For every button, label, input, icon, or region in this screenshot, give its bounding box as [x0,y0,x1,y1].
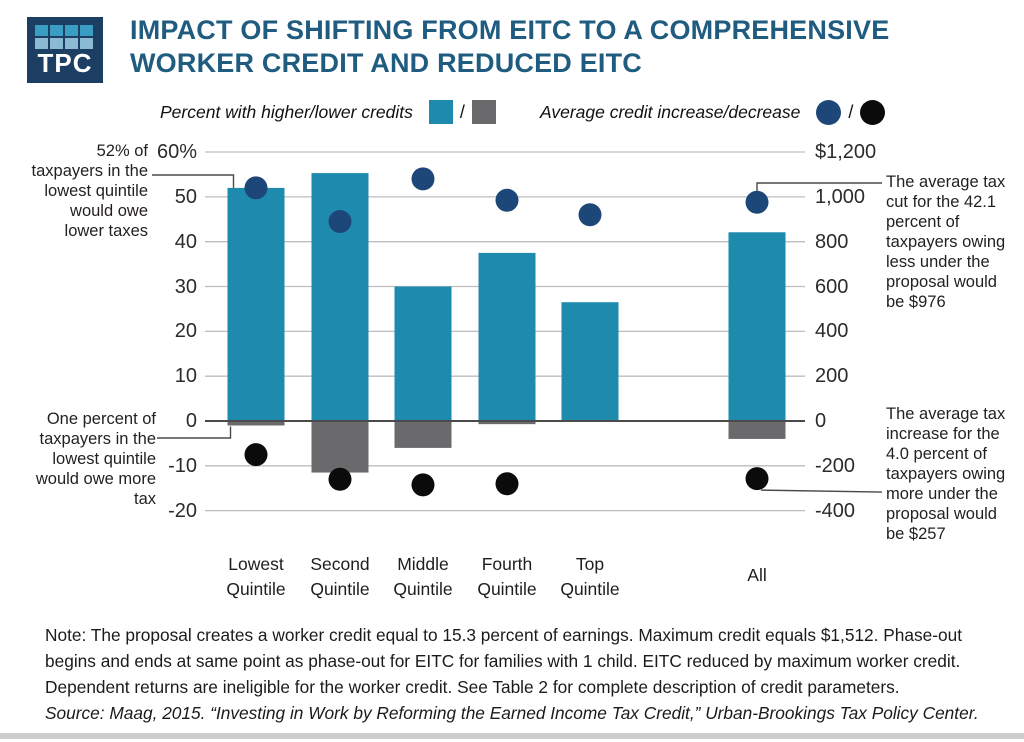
axis-tick-right: 800 [815,230,849,253]
axis-tick-left: 20 [174,320,197,343]
axis-tick-left: 50 [174,185,197,208]
legend-dots-label: Average credit increase/decrease [540,101,801,122]
legend-slash: / [459,101,465,122]
bar-higher-credits [311,173,369,421]
source-text: Source: Maag, 2015. “Investing in Work b… [45,703,979,723]
dot-avg-increase [578,203,602,227]
dot-avg-increase [745,190,769,214]
x-axis-label: Top Quintile [560,554,620,599]
bar-lower-credits [227,421,285,426]
bar-higher-credits [227,187,285,421]
page-title: IMPACT OF SHIFTING FROM EITC TO A COMPRE… [130,14,990,80]
logo-square [80,25,93,36]
logo-square [35,25,48,36]
axis-tick-left: 40 [174,230,197,253]
legend-dot-decrease-icon [860,99,886,125]
axis-tick-right: 200 [815,365,849,388]
dot-avg-increase [328,210,352,234]
page-title-line2: WORKER CREDIT AND REDUCED EITC [130,48,642,78]
bar-lower-credits [478,421,536,425]
axis-tick-right: 600 [815,275,849,298]
x-axis-label: Middle Quintile [393,554,453,599]
legend-swatch-higher-credits [428,100,453,124]
logo-square [50,38,63,49]
dot-avg-decrease [411,473,435,497]
logo-square [50,25,63,36]
axis-tick-right: -200 [815,454,856,477]
logo-square [65,38,78,49]
axis-tick-left: 60% [156,141,197,164]
page-title-line1: IMPACT OF SHIFTING FROM EITC TO A COMPRE… [130,15,890,45]
axis-tick-left: 0 [185,410,197,432]
axis-tick-right: 0 [815,410,827,432]
dot-avg-increase [411,167,435,191]
x-axis-label: All [747,565,767,585]
x-axis-label: Fourth Quintile [477,554,537,599]
bar-lower-credits [311,421,369,473]
axis-tick-left: 30 [174,275,197,298]
bottom-bar [0,733,1024,739]
bar-higher-credits [561,302,619,421]
logo-square [65,25,78,36]
bar-lower-credits [728,421,786,439]
logo-square [35,38,48,49]
axis-tick-left: -10 [168,454,197,477]
axis-tick-right: 1,000 [815,185,866,208]
legend-swatch-lower-credits [471,100,496,124]
legend-dots: Average credit increase/decrease / [540,97,886,127]
annotation-top-left: 52% of taxpayers in the lowest quintile … [31,142,148,240]
legend-dot-increase-icon [816,99,842,125]
bar-lower-credits [394,421,452,448]
annotation-top-right: The average tax cut for the 42.1 percent… [886,173,1006,311]
axis-tick-right: -400 [815,499,856,522]
annotation-bottom-left: One percent of taxpayers in the lowest q… [35,410,156,508]
tpc-logo: TPC [27,17,103,83]
logo-square [80,38,93,49]
axis-tick-right: $1,200 [815,141,877,164]
bar-higher-credits [478,252,536,421]
dot-avg-decrease [745,467,769,491]
dot-avg-decrease [495,472,519,496]
dot-avg-increase [244,176,268,200]
connector-line [760,489,883,493]
logo-grid-icon [35,25,95,49]
legend-bars-label: Percent with higher/lower credits [160,101,413,122]
dot-avg-increase [495,188,519,212]
footer-notes: Note: The proposal creates a worker cred… [45,622,995,726]
axis-tick-right: 400 [815,320,849,343]
x-axis-label: Second Quintile [310,554,370,599]
bar-higher-credits [394,286,452,421]
dot-avg-decrease [244,443,268,467]
logo-text: TPC [37,48,93,78]
axis-tick-left: 10 [174,365,197,388]
bar-higher-credits [728,232,786,421]
axis-tick-left: -20 [168,499,197,522]
dot-avg-decrease [328,467,352,491]
note-text: Note: The proposal creates a worker cred… [45,625,963,697]
annotation-bottom-right: The average tax increase for the 4.0 per… [886,405,1006,543]
x-axis-label: Lowest Quintile [226,554,286,599]
legend-bars: Percent with higher/lower credits / [160,97,496,127]
legend-slash: / [848,101,854,122]
